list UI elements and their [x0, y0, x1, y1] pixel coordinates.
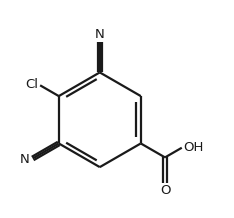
Text: N: N	[95, 28, 105, 41]
Text: O: O	[160, 184, 170, 197]
Text: N: N	[20, 153, 29, 166]
Text: Cl: Cl	[25, 78, 38, 91]
Text: OH: OH	[183, 141, 203, 154]
